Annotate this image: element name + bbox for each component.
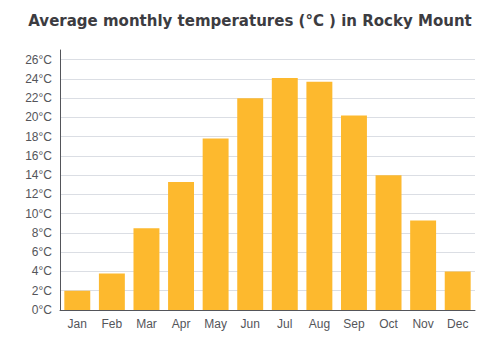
svg-text:0°C: 0°C bbox=[32, 303, 52, 317]
svg-text:Nov: Nov bbox=[412, 317, 433, 331]
svg-text:Oct: Oct bbox=[379, 317, 398, 331]
svg-text:8°C: 8°C bbox=[32, 226, 52, 240]
svg-text:2°C: 2°C bbox=[32, 284, 52, 298]
svg-text:26°C: 26°C bbox=[25, 53, 52, 67]
svg-text:Sep: Sep bbox=[343, 317, 365, 331]
svg-text:Aug: Aug bbox=[309, 317, 330, 331]
svg-text:20°C: 20°C bbox=[25, 110, 52, 124]
svg-text:Dec: Dec bbox=[447, 317, 468, 331]
svg-text:Mar: Mar bbox=[136, 317, 157, 331]
svg-text:Apr: Apr bbox=[172, 317, 191, 331]
svg-text:Jun: Jun bbox=[241, 317, 260, 331]
svg-text:22°C: 22°C bbox=[25, 91, 52, 105]
svg-text:Feb: Feb bbox=[102, 317, 123, 331]
svg-text:16°C: 16°C bbox=[25, 149, 52, 163]
svg-text:May: May bbox=[204, 317, 227, 331]
svg-text:4°C: 4°C bbox=[32, 264, 52, 278]
svg-text:Jan: Jan bbox=[68, 317, 87, 331]
svg-text:Average monthly temperatures (: Average monthly temperatures (°C ) in Ro… bbox=[28, 12, 471, 30]
svg-text:Jul: Jul bbox=[277, 317, 292, 331]
svg-text:10°C: 10°C bbox=[25, 207, 52, 221]
svg-text:14°C: 14°C bbox=[25, 168, 52, 182]
svg-text:6°C: 6°C bbox=[32, 245, 52, 259]
svg-text:18°C: 18°C bbox=[25, 130, 52, 144]
svg-text:24°C: 24°C bbox=[25, 72, 52, 86]
svg-text:12°C: 12°C bbox=[25, 187, 52, 201]
